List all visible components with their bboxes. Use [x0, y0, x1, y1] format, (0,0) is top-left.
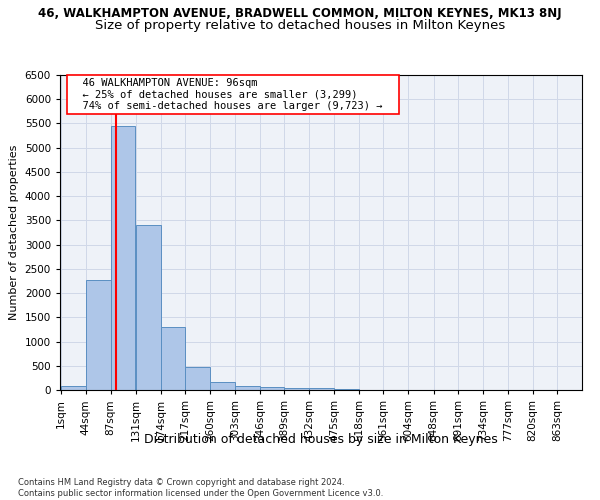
- Bar: [185, 366, 210, 390]
- Text: Distribution of detached houses by size in Milton Keynes: Distribution of detached houses by size …: [144, 432, 498, 446]
- Bar: [284, 388, 309, 390]
- Bar: [61, 386, 86, 390]
- Bar: [210, 382, 235, 390]
- Bar: [86, 280, 110, 390]
- Bar: [110, 126, 136, 390]
- Bar: [309, 388, 334, 390]
- Bar: [136, 225, 161, 390]
- Y-axis label: Number of detached properties: Number of detached properties: [9, 145, 19, 320]
- Text: Contains HM Land Registry data © Crown copyright and database right 2024.
Contai: Contains HM Land Registry data © Crown c…: [18, 478, 383, 498]
- Bar: [260, 387, 284, 390]
- Bar: [161, 327, 185, 390]
- Bar: [334, 389, 359, 390]
- Text: 46, WALKHAMPTON AVENUE, BRADWELL COMMON, MILTON KEYNES, MK13 8NJ: 46, WALKHAMPTON AVENUE, BRADWELL COMMON,…: [38, 8, 562, 20]
- Text: Size of property relative to detached houses in Milton Keynes: Size of property relative to detached ho…: [95, 18, 505, 32]
- Text: 46 WALKHAMPTON AVENUE: 96sqm  
  ← 25% of detached houses are smaller (3,299)  
: 46 WALKHAMPTON AVENUE: 96sqm ← 25% of de…: [70, 78, 395, 112]
- Bar: [235, 386, 260, 390]
